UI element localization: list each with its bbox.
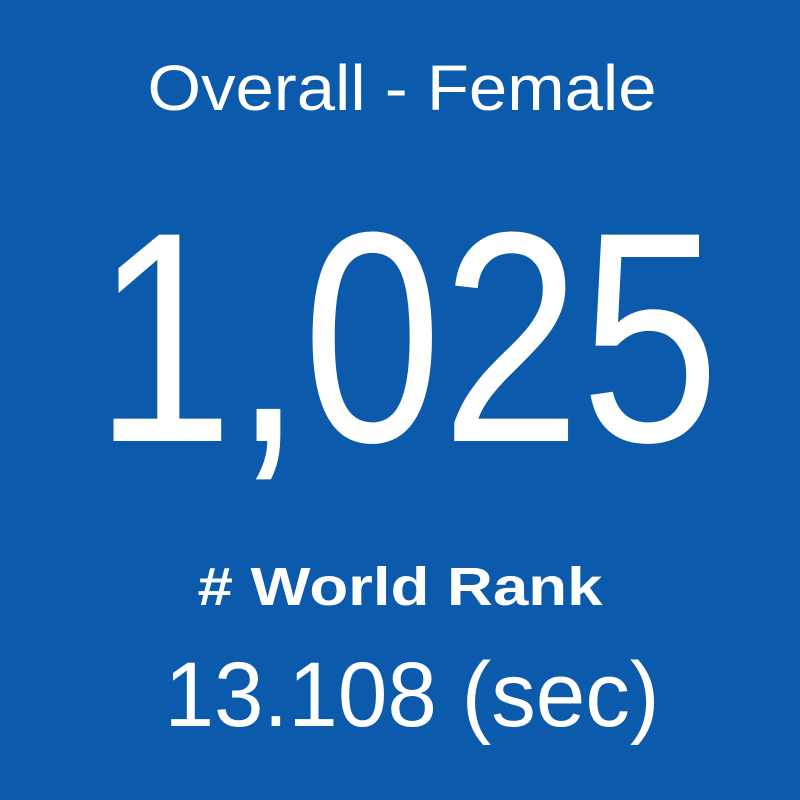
tile-value: 1,025 <box>95 169 720 505</box>
tile-time: 13.108 (sec) <box>165 644 660 746</box>
tile-label: # World Rank <box>198 557 604 617</box>
tile-title: Overall - Female <box>148 52 657 124</box>
